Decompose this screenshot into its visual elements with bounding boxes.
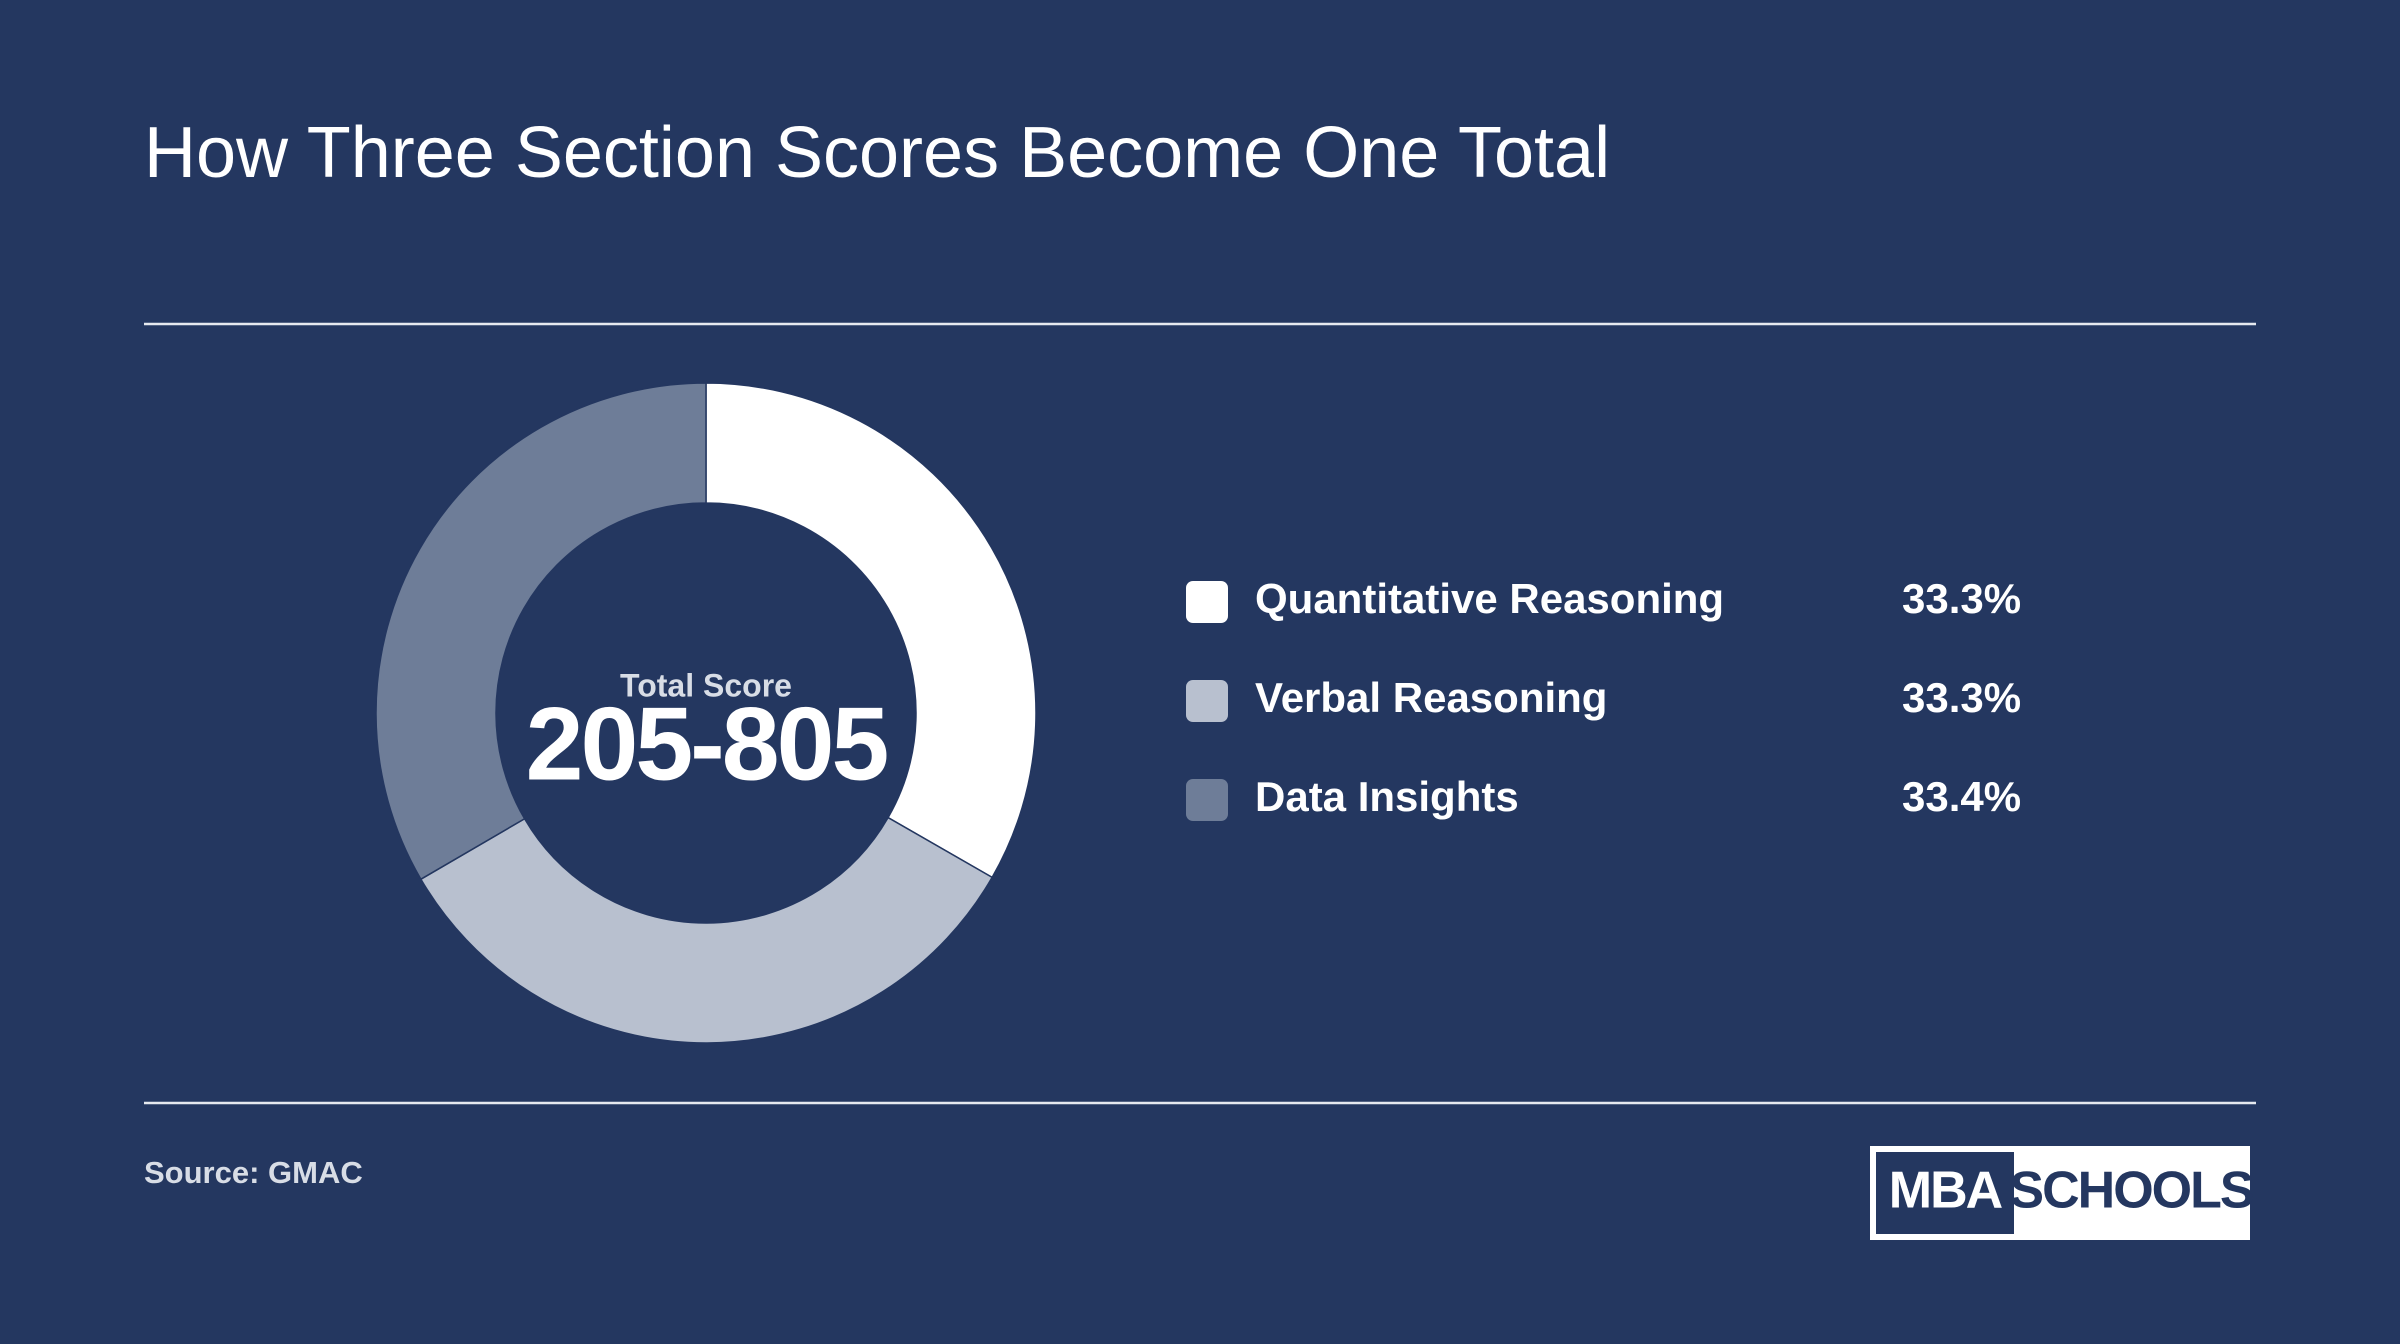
legend-swatch xyxy=(1186,581,1228,623)
center-label: Total Score xyxy=(620,667,792,703)
legend-swatch xyxy=(1186,680,1228,722)
legend-value: 33.3% xyxy=(1902,575,2021,622)
center-value: 205-805 xyxy=(526,686,887,802)
legend: Quantitative Reasoning 33.3% Verbal Reason… xyxy=(1186,575,2021,821)
legend-swatch xyxy=(1186,779,1228,821)
logo-text: MBA xyxy=(1889,1162,2003,1220)
legend-value: 33.3% xyxy=(1902,674,2021,721)
donut xyxy=(375,382,1037,1044)
donut-slice xyxy=(705,382,1037,879)
source: Source: GMAC xyxy=(144,1155,363,1190)
logo-text: SCHOOLS xyxy=(2009,1162,2252,1220)
logo-block xyxy=(1876,1152,2014,1234)
legend-label: Quantitative Reasoning xyxy=(1255,575,1724,622)
donut-slice xyxy=(375,382,707,881)
chart-title: How Three Section Scores Become One Tota… xyxy=(144,113,1610,193)
legend-label: Verbal Reasoning xyxy=(1255,674,1607,721)
donut-slice xyxy=(419,816,994,1044)
legend-label: Data Insights xyxy=(1255,773,1519,820)
legend-value: 33.4% xyxy=(1902,773,2021,820)
logo: MBA SCHOOLS xyxy=(1870,1146,2255,1240)
